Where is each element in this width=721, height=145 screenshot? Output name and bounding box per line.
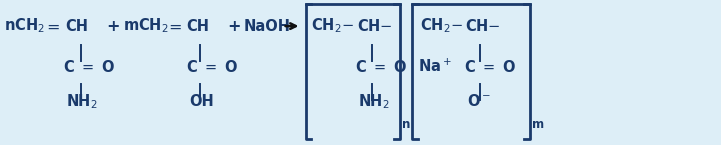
Text: NaOH: NaOH (244, 19, 291, 34)
Text: C $=$ O: C $=$ O (464, 59, 516, 75)
Text: O$^-$: O$^-$ (467, 94, 491, 109)
Text: CH$_2$$-$: CH$_2$$-$ (311, 17, 354, 35)
Text: Na$^+$: Na$^+$ (418, 58, 452, 75)
Text: OH: OH (189, 94, 213, 109)
Text: CH$-$: CH$-$ (357, 18, 393, 34)
Text: NH$_2$: NH$_2$ (358, 92, 389, 111)
Text: nCH$_2$: nCH$_2$ (4, 17, 45, 35)
Text: NH$_2$: NH$_2$ (66, 92, 97, 111)
Text: C $=$ O: C $=$ O (355, 59, 407, 75)
Text: CH: CH (186, 19, 209, 34)
Text: $=$: $=$ (43, 19, 61, 34)
Text: n: n (402, 118, 411, 131)
Text: C $=$ O: C $=$ O (186, 59, 239, 75)
Text: C $=$ O: C $=$ O (63, 59, 116, 75)
Text: $=$: $=$ (164, 19, 182, 34)
Text: CH$-$: CH$-$ (465, 18, 501, 34)
Text: +: + (228, 19, 241, 34)
Text: CH: CH (65, 19, 88, 34)
Text: mCH$_2$: mCH$_2$ (123, 17, 168, 35)
Text: m: m (532, 118, 544, 131)
Text: +: + (107, 19, 120, 34)
Text: CH$_2$$-$: CH$_2$$-$ (420, 17, 462, 35)
